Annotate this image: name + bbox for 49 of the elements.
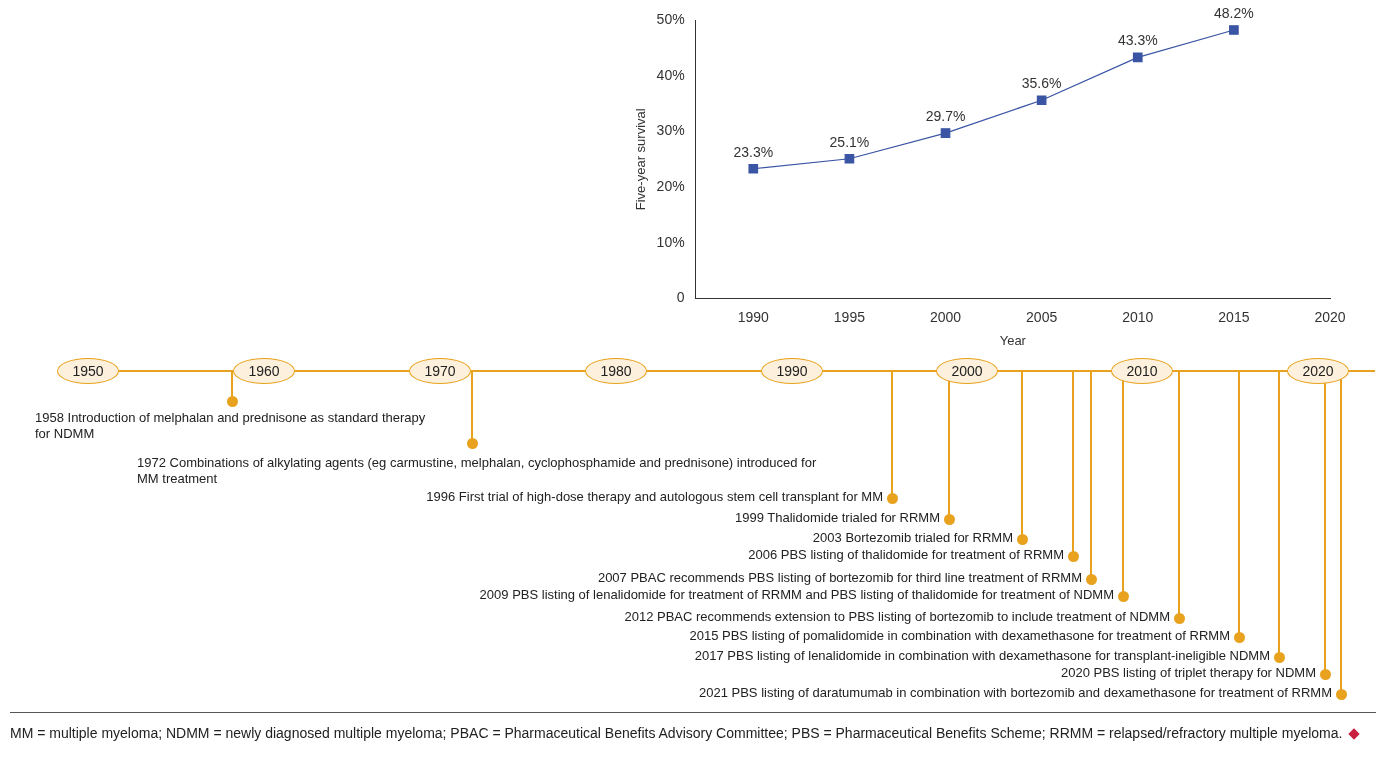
text: 1960 [233, 358, 295, 384]
text: MM = multiple myeloma; NDMM = newly diagnosed multiple myeloma; PBAC = Pharmaceutical Benefits Advisory Committee; PBS = Pharmaceutical Benefits Scheme; RRMM = relapsed/refractory multiple myeloma. [10, 725, 1343, 741]
text: 2006 PBS listing of thalidomide for treatment of RRMM [748, 547, 1064, 563]
data-label: 23.3% [733, 143, 774, 160]
x-tick-label: 2000 [929, 308, 962, 325]
text: 2000 [936, 358, 998, 384]
x-tick-label: 1990 [737, 308, 770, 325]
text: 1958 Introduction of melphalan and prednisone as standard therapy for NDMM [35, 410, 427, 442]
text: 2017 PBS listing of lenalidomide in combination with dexamethasone for transplant-ineligible NDMM [694, 648, 1270, 664]
point [1132, 52, 1143, 63]
text: 1970 [409, 358, 471, 384]
text: 1980 [585, 358, 647, 384]
text: 2020 [1287, 358, 1349, 384]
text: 2020 PBS listing of triplet therapy for NDMM [1060, 665, 1316, 681]
y-tick-label: 50% [656, 10, 685, 27]
point [844, 153, 855, 164]
data-label: 29.7% [925, 108, 966, 125]
point [1229, 25, 1239, 35]
data-label: 25.1% [829, 133, 870, 150]
data-label: 43.3% [1117, 32, 1158, 49]
data-label: 35.6% [1021, 75, 1062, 92]
y-tick-label: 0 [676, 289, 685, 306]
data-label: 48.2% [1214, 5, 1254, 22]
x-tick-label: 2010 [1122, 308, 1154, 325]
x-tick-label: 2020 [1314, 308, 1346, 325]
text: 1972 Combinations of alkylating agents (eg carmustine, melphalan, cyclophosphamide and prednisone) introduced for MM treatment [137, 455, 817, 487]
y-tick-label: 40% [656, 66, 685, 83]
y-tick-label: 10% [656, 233, 685, 250]
x-axis-title: Year [999, 332, 1027, 348]
y-tick-label: 30% [656, 122, 685, 139]
x-tick-label: 1995 [833, 308, 866, 325]
text: 1999 Thalidomide trialed for RRMM [735, 510, 940, 526]
text: 1950 [57, 358, 119, 384]
y-tick-label: 20% [656, 178, 685, 195]
x-tick-label: 2005 [1026, 308, 1058, 325]
text: 2003 Bortezomib trialed for RRMM [812, 530, 1013, 546]
text: 2009 PBS listing of lenalidomide for treatment of RRMM and PBS listing of thalidomide for treatment of NDMM [479, 587, 1114, 603]
point [1036, 95, 1047, 106]
point [748, 163, 759, 174]
text: 2015 PBS listing of pomalidomide in combination with dexamethasone for treatment of RRMM [689, 628, 1230, 644]
text: 2021 PBS listing of daratumumab in combination with bortezomib and dexamethasone for treatment of RRMM [699, 685, 1332, 701]
text: 2007 PBAC recommends PBS listing of bortezomib for third line treatment of RRMM [597, 570, 1082, 586]
y-axis-title: Five-year survival [633, 108, 649, 211]
text: 2012 PBAC recommends extension to PBS listing of bortezomib to include treatment of NDMM [624, 609, 1170, 625]
text: 1996 First trial of high-dose therapy and autologous stem cell transplant for MM [426, 489, 883, 505]
x-tick-label: 2015 [1218, 308, 1250, 325]
text: 1990 [761, 358, 823, 384]
point [940, 128, 951, 138]
text: 2010 [1111, 358, 1173, 384]
